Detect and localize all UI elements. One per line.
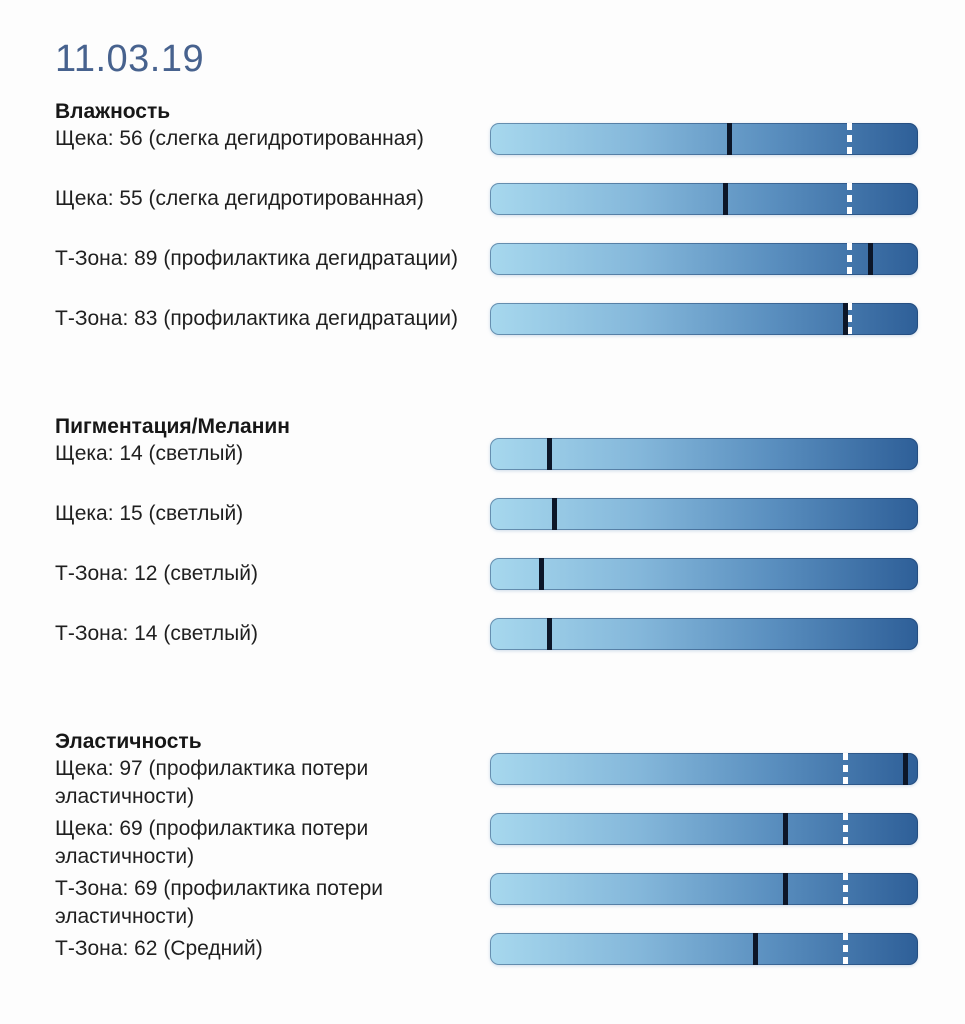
row-label: Щека: 15 (светлый) — [55, 502, 244, 525]
value-marker — [902, 753, 908, 785]
scale-bar — [490, 873, 918, 905]
measurement-row: Щека: 14 (светлый) — [55, 438, 965, 470]
section: Эластичность Щека: 97 (профилактика потер… — [55, 728, 965, 965]
value-marker — [752, 933, 758, 965]
scale-bar — [490, 813, 918, 845]
value-marker — [547, 618, 553, 650]
scale-bar — [490, 753, 918, 785]
scale-bar — [490, 303, 918, 335]
row-label: Щека: 97 (профилактика потери эластичнос… — [55, 757, 369, 808]
section-title: Эластичность — [55, 730, 202, 753]
section-title: Пигментация/Меланин — [55, 415, 290, 438]
value-marker — [727, 123, 733, 155]
measurement-row: Щека: 55 (слегка дегидротированная) — [55, 183, 965, 215]
section-title: Влажность — [55, 100, 171, 123]
scale-bar — [490, 243, 918, 275]
scale-bar — [490, 183, 918, 215]
reference-marker — [842, 933, 848, 965]
reference-marker — [842, 873, 848, 905]
reference-marker — [847, 123, 853, 155]
scale-bar — [490, 618, 918, 650]
reference-marker — [847, 243, 853, 275]
measurement-row: Т-Зона: 62 (Средний) — [55, 933, 965, 965]
section: Влажность Щека: 56 (слегка дегидротирован… — [55, 98, 965, 335]
value-marker — [868, 243, 874, 275]
row-label: Т-Зона: 14 (светлый) — [55, 622, 258, 645]
value-marker — [551, 498, 557, 530]
sections-container: Влажность Щека: 56 (слегка дегидротирован… — [55, 98, 965, 965]
measurement-row: Щека: 15 (светлый) — [55, 498, 965, 530]
value-marker — [547, 438, 553, 470]
row-label: Щека: 69 (профилактика потери эластичнос… — [55, 817, 369, 868]
value-marker — [782, 873, 788, 905]
report-date: 11.03.19 — [55, 38, 205, 80]
reference-marker — [847, 183, 853, 215]
measurement-row: Щека: 69 (профилактика потери эластичнос… — [55, 813, 965, 871]
scale-bar — [490, 558, 918, 590]
value-marker — [782, 813, 788, 845]
value-marker — [722, 183, 728, 215]
value-marker — [538, 558, 544, 590]
value-marker — [842, 303, 848, 335]
measurement-row: Т-Зона: 14 (светлый) — [55, 618, 965, 650]
scale-bar — [490, 933, 918, 965]
reference-marker — [847, 303, 853, 335]
row-label: Т-Зона: 12 (светлый) — [55, 562, 258, 585]
row-label: Щека: 14 (светлый) — [55, 442, 244, 465]
row-label: Т-Зона: 89 (профилактика дегидратации) — [55, 247, 458, 270]
row-label: Т-Зона: 62 (Средний) — [55, 937, 263, 960]
measurement-row: Т-Зона: 89 (профилактика дегидратации) — [55, 243, 965, 275]
measurement-row: Т-Зона: 69 (профилактика потери эластичн… — [55, 873, 965, 931]
row-label: Т-Зона: 83 (профилактика дегидратации) — [55, 307, 458, 330]
row-label: Щека: 56 (слегка дегидротированная) — [55, 127, 424, 150]
section: Пигментация/Меланин Щека: 14 (светлый) Щек… — [55, 413, 965, 650]
measurement-row: Щека: 97 (профилактика потери эластичнос… — [55, 753, 965, 811]
scale-bar — [490, 123, 918, 155]
reference-marker — [842, 813, 848, 845]
measurement-row: Т-Зона: 83 (профилактика дегидратации) — [55, 303, 965, 335]
measurement-row: Т-Зона: 12 (светлый) — [55, 558, 965, 590]
reference-marker — [842, 753, 848, 785]
measurement-row: Щека: 56 (слегка дегидротированная) — [55, 123, 965, 155]
scale-bar — [490, 498, 918, 530]
row-label: Т-Зона: 69 (профилактика потери эластичн… — [55, 877, 383, 928]
scale-bar — [490, 438, 918, 470]
row-label: Щека: 55 (слегка дегидротированная) — [55, 187, 424, 210]
